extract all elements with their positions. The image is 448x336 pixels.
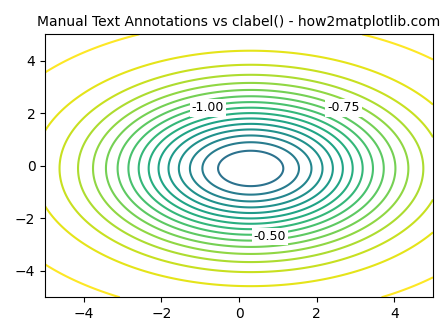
Title: Manual Text Annotations vs clabel() - how2matplotlib.com: Manual Text Annotations vs clabel() - ho… [38,15,441,29]
Text: -1.00: -1.00 [192,101,224,115]
Text: -0.50: -0.50 [254,230,286,243]
Text: -0.75: -0.75 [327,101,360,115]
